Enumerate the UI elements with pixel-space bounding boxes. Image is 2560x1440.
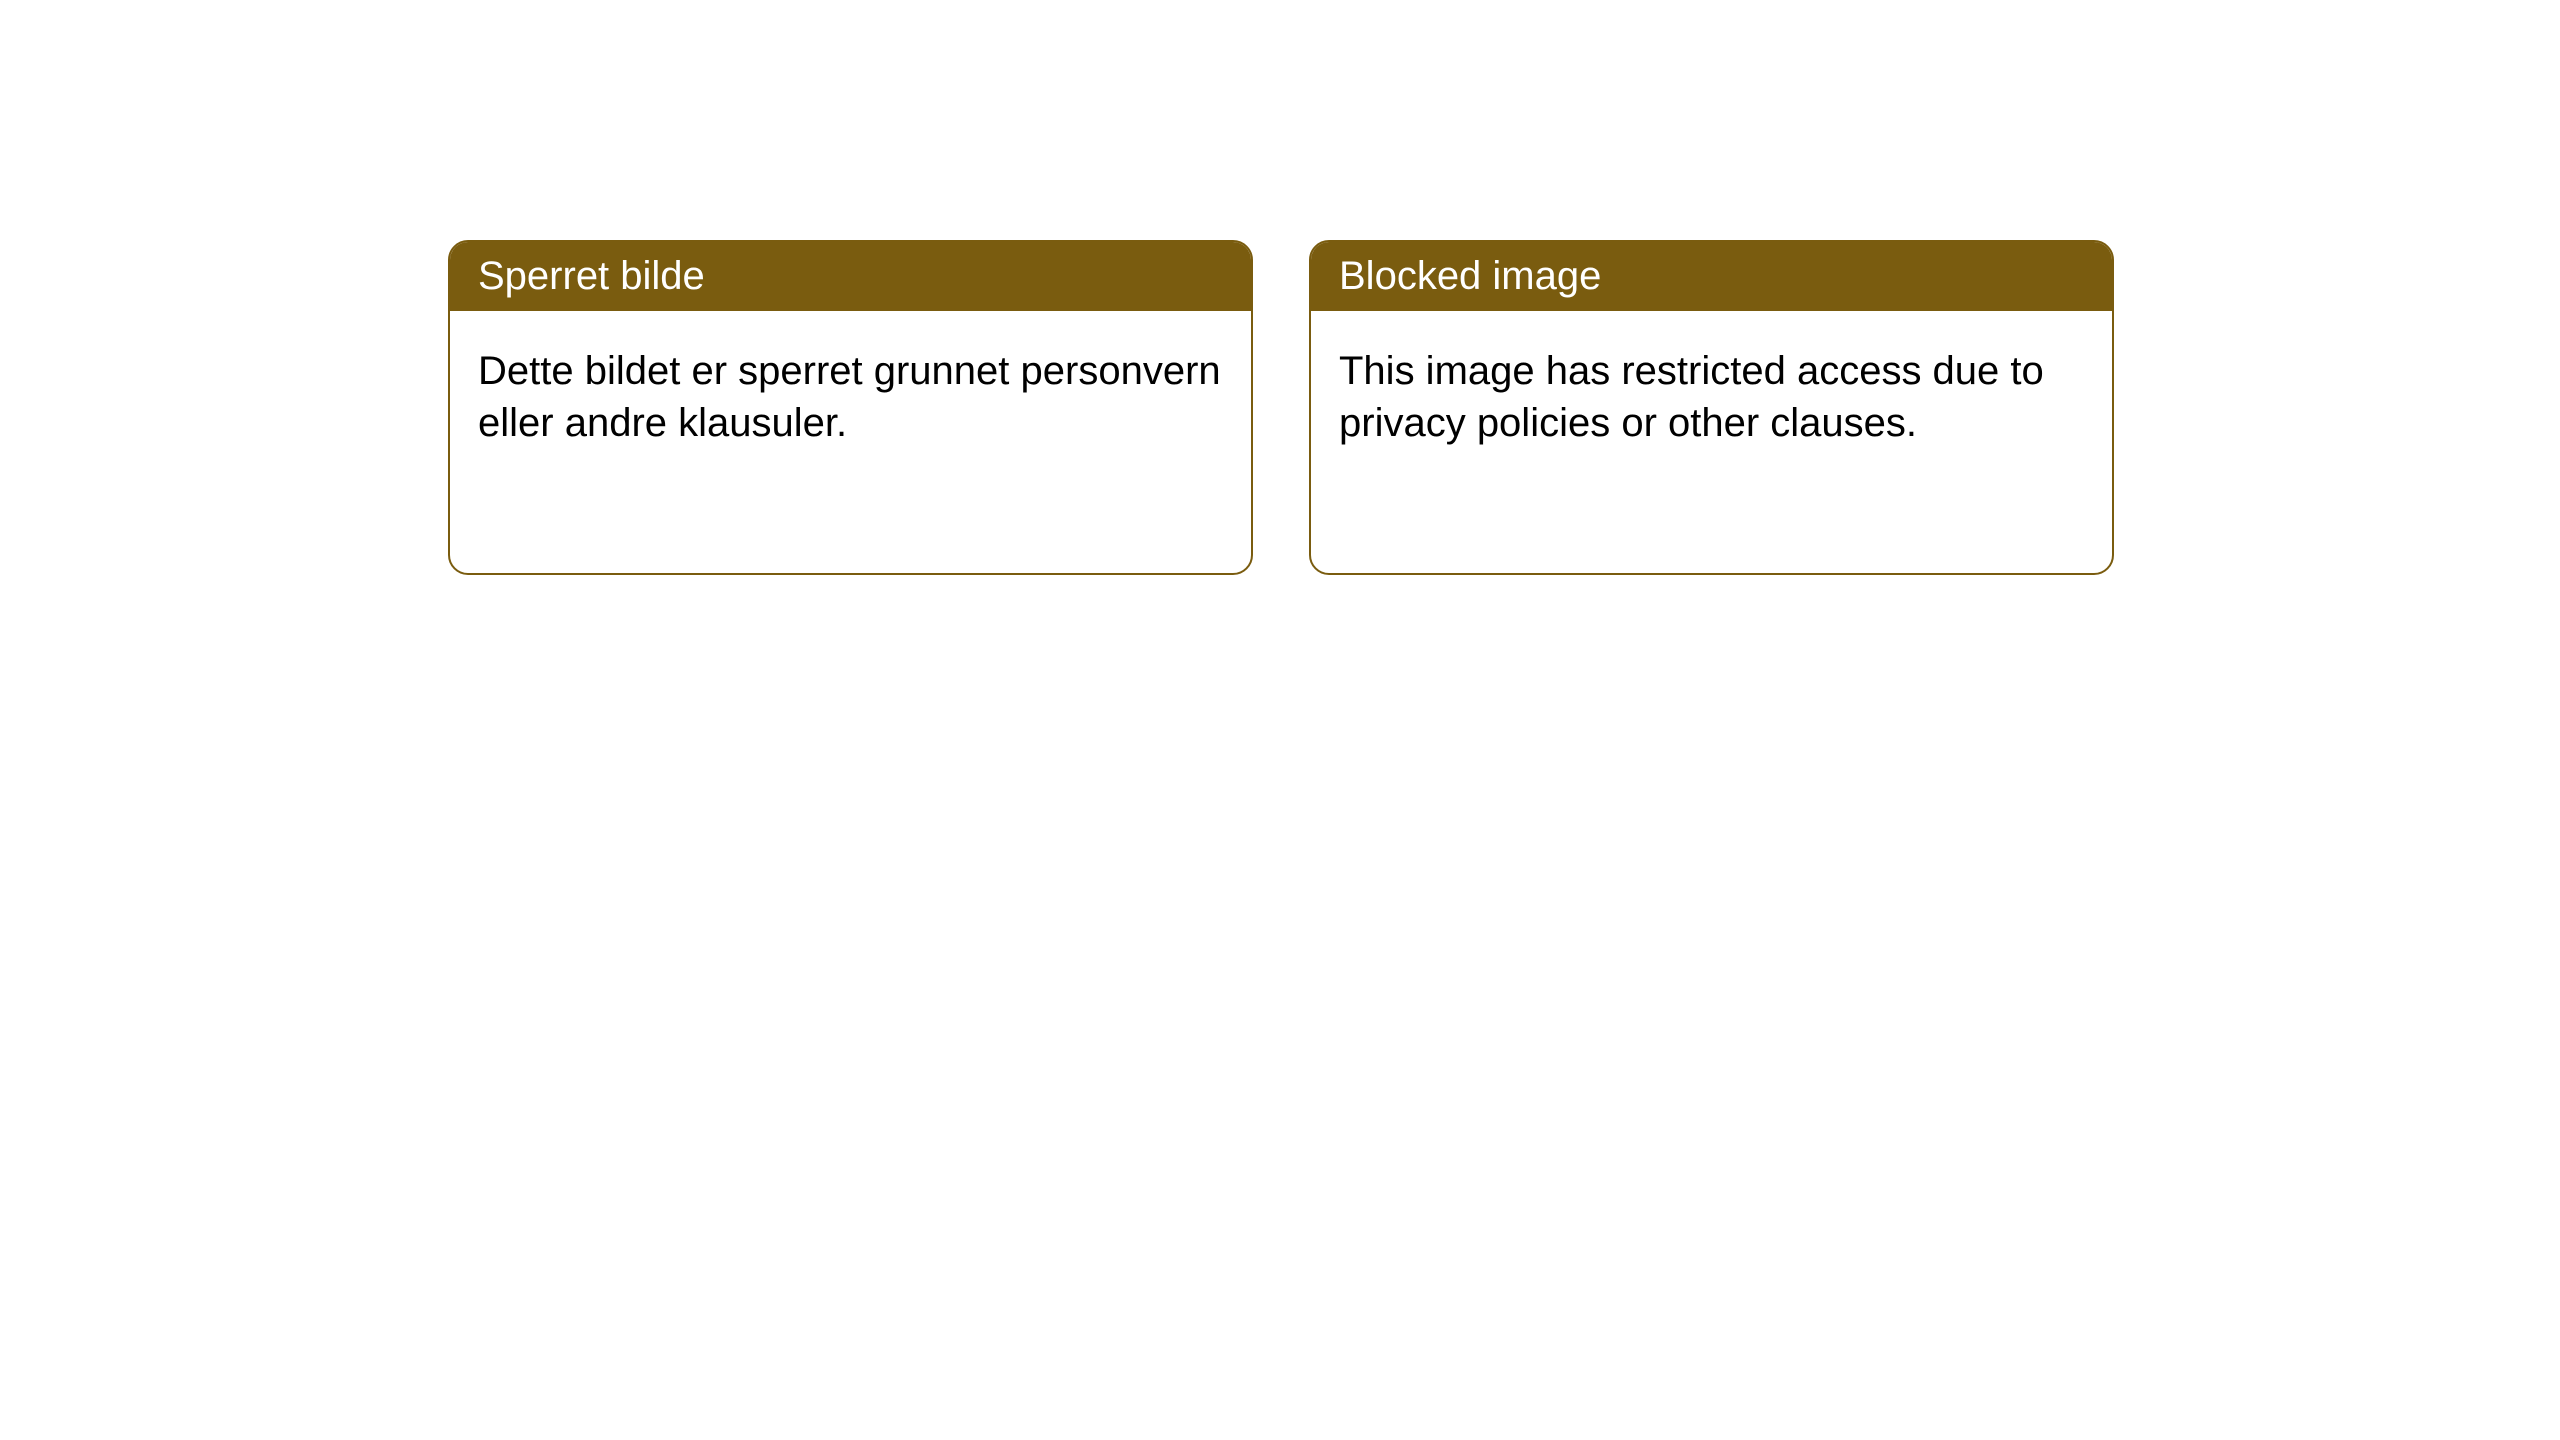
- notice-box-norwegian: Sperret bilde Dette bildet er sperret gr…: [448, 240, 1253, 575]
- notice-header-norwegian: Sperret bilde: [450, 242, 1251, 311]
- notice-box-english: Blocked image This image has restricted …: [1309, 240, 2114, 575]
- notice-title-norwegian: Sperret bilde: [478, 254, 705, 298]
- notice-body-norwegian: Dette bildet er sperret grunnet personve…: [450, 311, 1251, 483]
- notice-container: Sperret bilde Dette bildet er sperret gr…: [448, 240, 2560, 575]
- notice-header-english: Blocked image: [1311, 242, 2112, 311]
- notice-text-english: This image has restricted access due to …: [1339, 349, 2044, 445]
- notice-title-english: Blocked image: [1339, 254, 1601, 298]
- notice-text-norwegian: Dette bildet er sperret grunnet personve…: [478, 349, 1221, 445]
- notice-body-english: This image has restricted access due to …: [1311, 311, 2112, 483]
